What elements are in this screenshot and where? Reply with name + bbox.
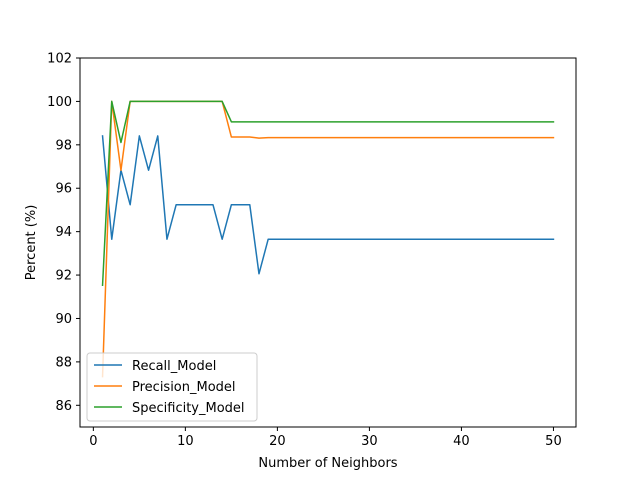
x-tick-label: 0 xyxy=(89,434,97,449)
y-tick-label: 100 xyxy=(47,95,72,110)
legend-label: Recall_Model xyxy=(132,359,216,374)
y-tick-label: 88 xyxy=(55,355,72,370)
y-tick-label: 90 xyxy=(55,312,72,327)
legend-label: Precision_Model xyxy=(132,380,236,395)
x-tick-label: 40 xyxy=(453,434,470,449)
y-tick-label: 98 xyxy=(55,138,72,153)
x-tick-label: 30 xyxy=(361,434,378,449)
x-tick-label: 10 xyxy=(177,434,194,449)
y-axis-label: Percent (%) xyxy=(24,205,39,281)
y-tick-label: 94 xyxy=(55,225,72,240)
legend-label: Specificity_Model xyxy=(132,401,245,416)
y-tick-label: 86 xyxy=(55,399,72,414)
x-tick-label: 20 xyxy=(269,434,286,449)
y-tick-label: 96 xyxy=(55,182,72,197)
series-line-recall-model xyxy=(101,135,555,275)
series-line-specificity-model xyxy=(101,100,555,287)
legend-entries: Recall_Model Precision_Model Specificity_M… xyxy=(94,359,245,416)
x-axis-ticks: 0 10 20 30 40 50 xyxy=(89,427,562,449)
legend: Recall_Model Precision_Model Specificity_M… xyxy=(86,352,258,422)
plot-area xyxy=(79,57,577,428)
y-tick-label: 92 xyxy=(55,269,72,284)
series-layer xyxy=(101,100,555,378)
x-axis-label: Number of Neighbors xyxy=(258,456,397,471)
axes-frame xyxy=(79,57,577,428)
x-tick-label: 50 xyxy=(545,434,562,449)
y-axis-ticks: 86 88 90 92 94 96 98 100 102 xyxy=(47,52,80,414)
legend-box xyxy=(86,352,258,422)
y-tick-label: 102 xyxy=(47,52,72,67)
